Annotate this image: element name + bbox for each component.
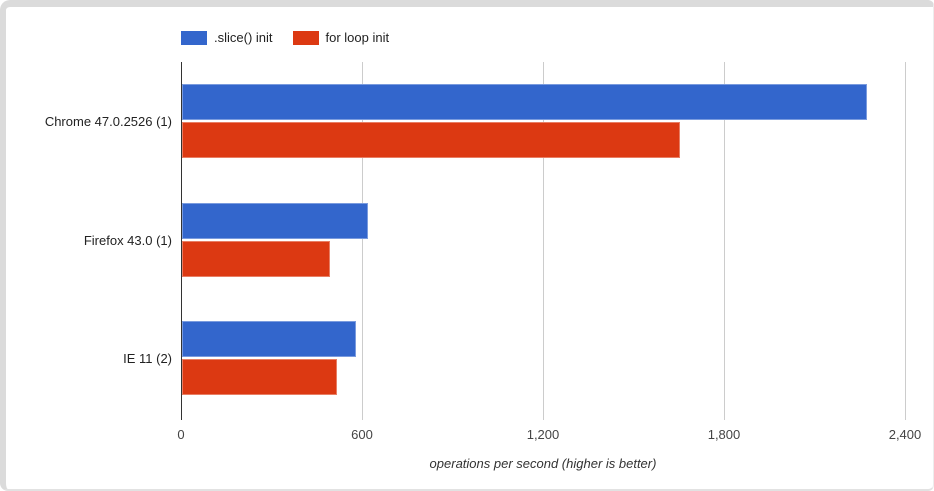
category-label: Firefox 43.0 (1) (83, 232, 172, 248)
bar[interactable] (182, 320, 356, 357)
gridline (905, 62, 906, 420)
bar[interactable] (182, 202, 368, 239)
x-tick-label: 600 (351, 427, 373, 442)
x-tick-label: 2,400 (888, 427, 922, 442)
legend-swatch-icon (292, 31, 319, 45)
legend-label: .slice() init (214, 30, 273, 45)
bar[interactable] (182, 84, 867, 121)
legend-swatch-icon (181, 31, 207, 45)
x-axis-title: operations per second (higher is better) (429, 456, 657, 471)
legend-item[interactable]: .slice() init (181, 30, 273, 46)
legend-label: for loop init (325, 30, 390, 45)
legend: .slice() init for loop init (181, 30, 409, 46)
gridline (724, 62, 725, 420)
x-axis-baseline (181, 62, 182, 420)
category-label: IE 11 (2) (123, 350, 172, 366)
x-tick-label: 1,200 (526, 427, 560, 442)
x-tick-label: 0 (177, 427, 185, 442)
legend-item[interactable]: for loop init (292, 30, 390, 46)
gridline (362, 62, 363, 420)
bar[interactable] (182, 122, 680, 159)
gridline (543, 62, 544, 420)
bar[interactable] (182, 358, 337, 395)
x-tick-label: 1,800 (707, 427, 741, 442)
bar[interactable] (182, 240, 330, 277)
category-label: Chrome 47.0.2526 (1) (44, 114, 172, 130)
